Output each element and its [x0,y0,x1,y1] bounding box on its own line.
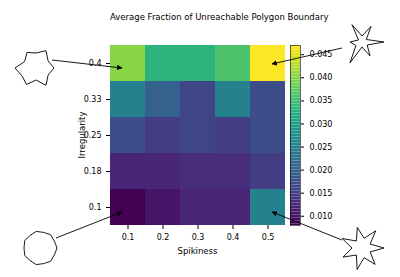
svg-text:0.2: 0.2 [157,233,170,242]
svg-text:0.4: 0.4 [227,233,240,242]
html-text:Average Fraction of Unreachabl: Average Fraction of Unreachable Polygon … [110,12,329,22]
svg-text:0.015: 0.015 [310,189,333,198]
svg-text:0.25: 0.25 [83,131,102,141]
svg-text:0.025: 0.025 [310,143,333,152]
svg-text:0.010: 0.010 [310,212,333,221]
html-text:Irregularity: Irregularity [77,111,87,159]
svg-text:0.020: 0.020 [310,166,333,175]
svg-text:0.040: 0.040 [310,73,333,82]
svg-text:0.1: 0.1 [89,203,102,212]
svg-text:0.18: 0.18 [84,167,102,176]
svg-text:0.3: 0.3 [192,233,205,242]
svg-text:0.030: 0.030 [310,120,333,129]
svg-text:0.1: 0.1 [122,233,135,242]
svg-text:0.035: 0.035 [310,96,333,105]
html-text:Spikiness: Spikiness [177,246,218,256]
svg-text:0.045: 0.045 [310,50,333,59]
svg-text:0.33: 0.33 [84,95,102,104]
svg-text:0.4: 0.4 [89,59,102,68]
svg-text:0.5: 0.5 [262,233,275,242]
